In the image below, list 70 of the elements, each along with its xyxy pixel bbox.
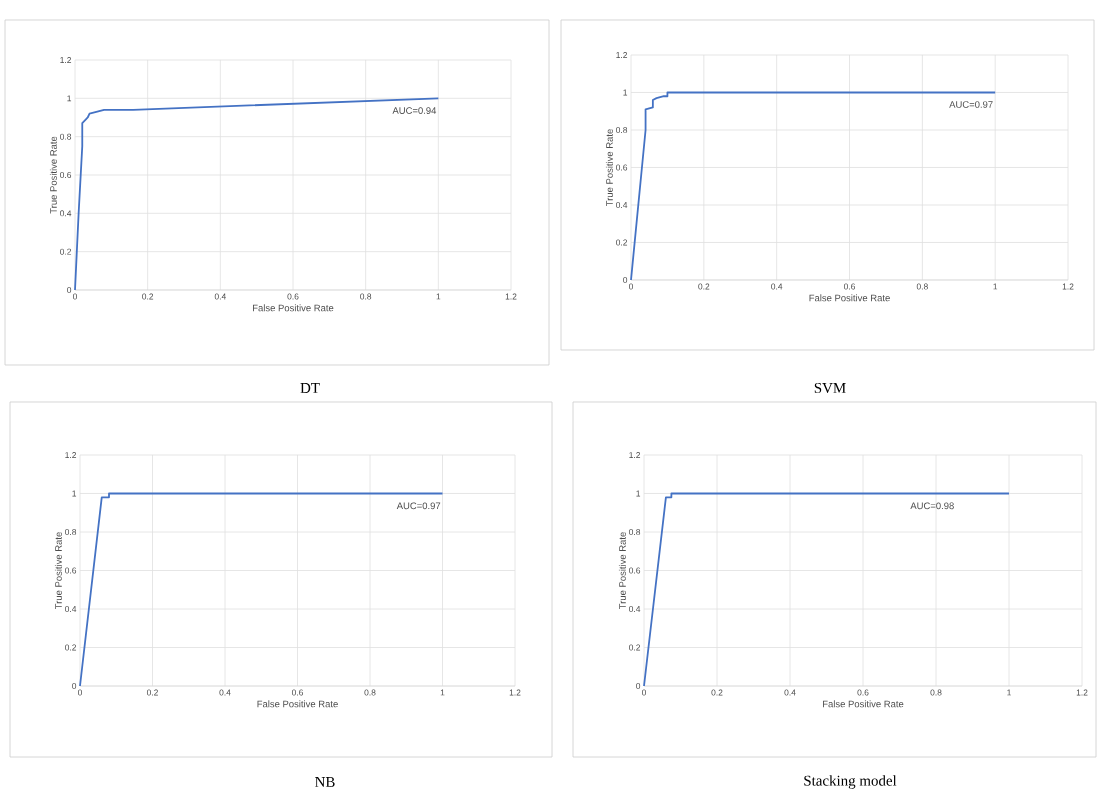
y-tick-label: 0.2 [65,644,77,651]
x-tick-label: 0.4 [219,689,231,696]
x-tick-label: 1 [440,689,445,696]
y-tick-label: 1 [72,490,77,497]
y-tick-label: 0.2 [60,248,72,255]
x-axis-title: False Positive Rate [823,700,904,708]
y-tick-label: 0.8 [60,133,72,140]
y-axis-title: True Positive Rate [618,532,626,610]
x-tick-label: 0.8 [930,689,942,696]
y-tick-label: 1 [67,95,72,102]
x-tick-label: 0.8 [916,283,928,290]
annotation: AUC=0.98 [910,502,954,510]
y-axis-title: True Positive Rate [54,532,62,610]
y-tick-label: 0.4 [60,210,72,217]
x-tick-label: 0 [77,689,83,696]
line-series [630,91,997,281]
y-tick-label: 0.4 [616,202,628,208]
x-axis-title: False Positive Rate [257,700,338,708]
x-tick-label: 0.6 [291,689,304,696]
y-tick-label: 0.6 [60,172,72,178]
y-tick-label: 0 [623,277,628,283]
y-tick-label: 0.6 [629,567,641,574]
x-tick-label: 1 [993,283,998,290]
y-tick-label: 0.8 [616,127,628,133]
x-tick-label: 1.2 [1062,283,1074,290]
x-tick-label: 0 [641,689,647,696]
y-tick-label: 0.6 [65,567,77,574]
x-tick-label: 0.4 [771,283,783,290]
y-tick-label: 0.6 [616,164,628,171]
y-tick-label: 1.2 [616,52,628,58]
x-tick-label: 1.2 [505,293,517,300]
y-tick-label: 1.2 [65,452,77,458]
x-tick-label: 1 [1007,689,1011,696]
y-tick-label: 0 [72,683,77,689]
x-tick-label: 0.2 [711,689,723,696]
y-axis-title: True Positive Rate [49,136,57,214]
x-tick-label: 1.2 [509,689,521,696]
y-tick-label: 0.2 [616,239,628,246]
annotation: AUC=0.97 [949,101,993,108]
y-tick-label: 0.2 [629,644,641,651]
x-tick-label: 0.6 [843,283,856,290]
y-tick-label: 0.4 [65,606,77,612]
x-tick-label: 0.2 [698,283,710,290]
text: NB [315,777,335,787]
x-axis-title: False Positive Rate [809,294,890,302]
x-tick-label: 0.4 [784,689,796,696]
annotation: AUC=0.97 [396,502,441,510]
x-axis-title: False Positive Rate [253,304,334,312]
y-tick-label: 0.8 [629,529,641,535]
x-tick-label: 0.8 [364,689,376,696]
x-tick-label: 1.2 [1076,689,1088,696]
x-tick-label: 0.4 [214,293,226,300]
x-tick-label: 0.8 [360,293,372,300]
text: DT [300,383,320,393]
y-axis-title: True Positive Rate [605,129,613,207]
x-tick-label: 0.6 [287,293,299,300]
annotation: AUC=0.94 [392,107,437,114]
x-tick-label: 0.2 [146,689,158,696]
y-tick-label: 1.2 [60,57,72,63]
y-tick-label: 1.2 [629,452,641,458]
y-tick-label: 0.8 [65,529,77,535]
x-tick-label: 0.2 [142,293,154,300]
y-tick-label: 1 [623,89,628,96]
y-tick-label: 0 [636,683,641,689]
x-tick-label: 1 [436,293,441,300]
text: SVM [814,382,846,394]
text: Stacking model [804,775,897,789]
y-tick-label: 0.4 [629,606,641,612]
y-tick-label: 1 [636,490,641,497]
x-tick-label: 0.6 [857,689,869,696]
